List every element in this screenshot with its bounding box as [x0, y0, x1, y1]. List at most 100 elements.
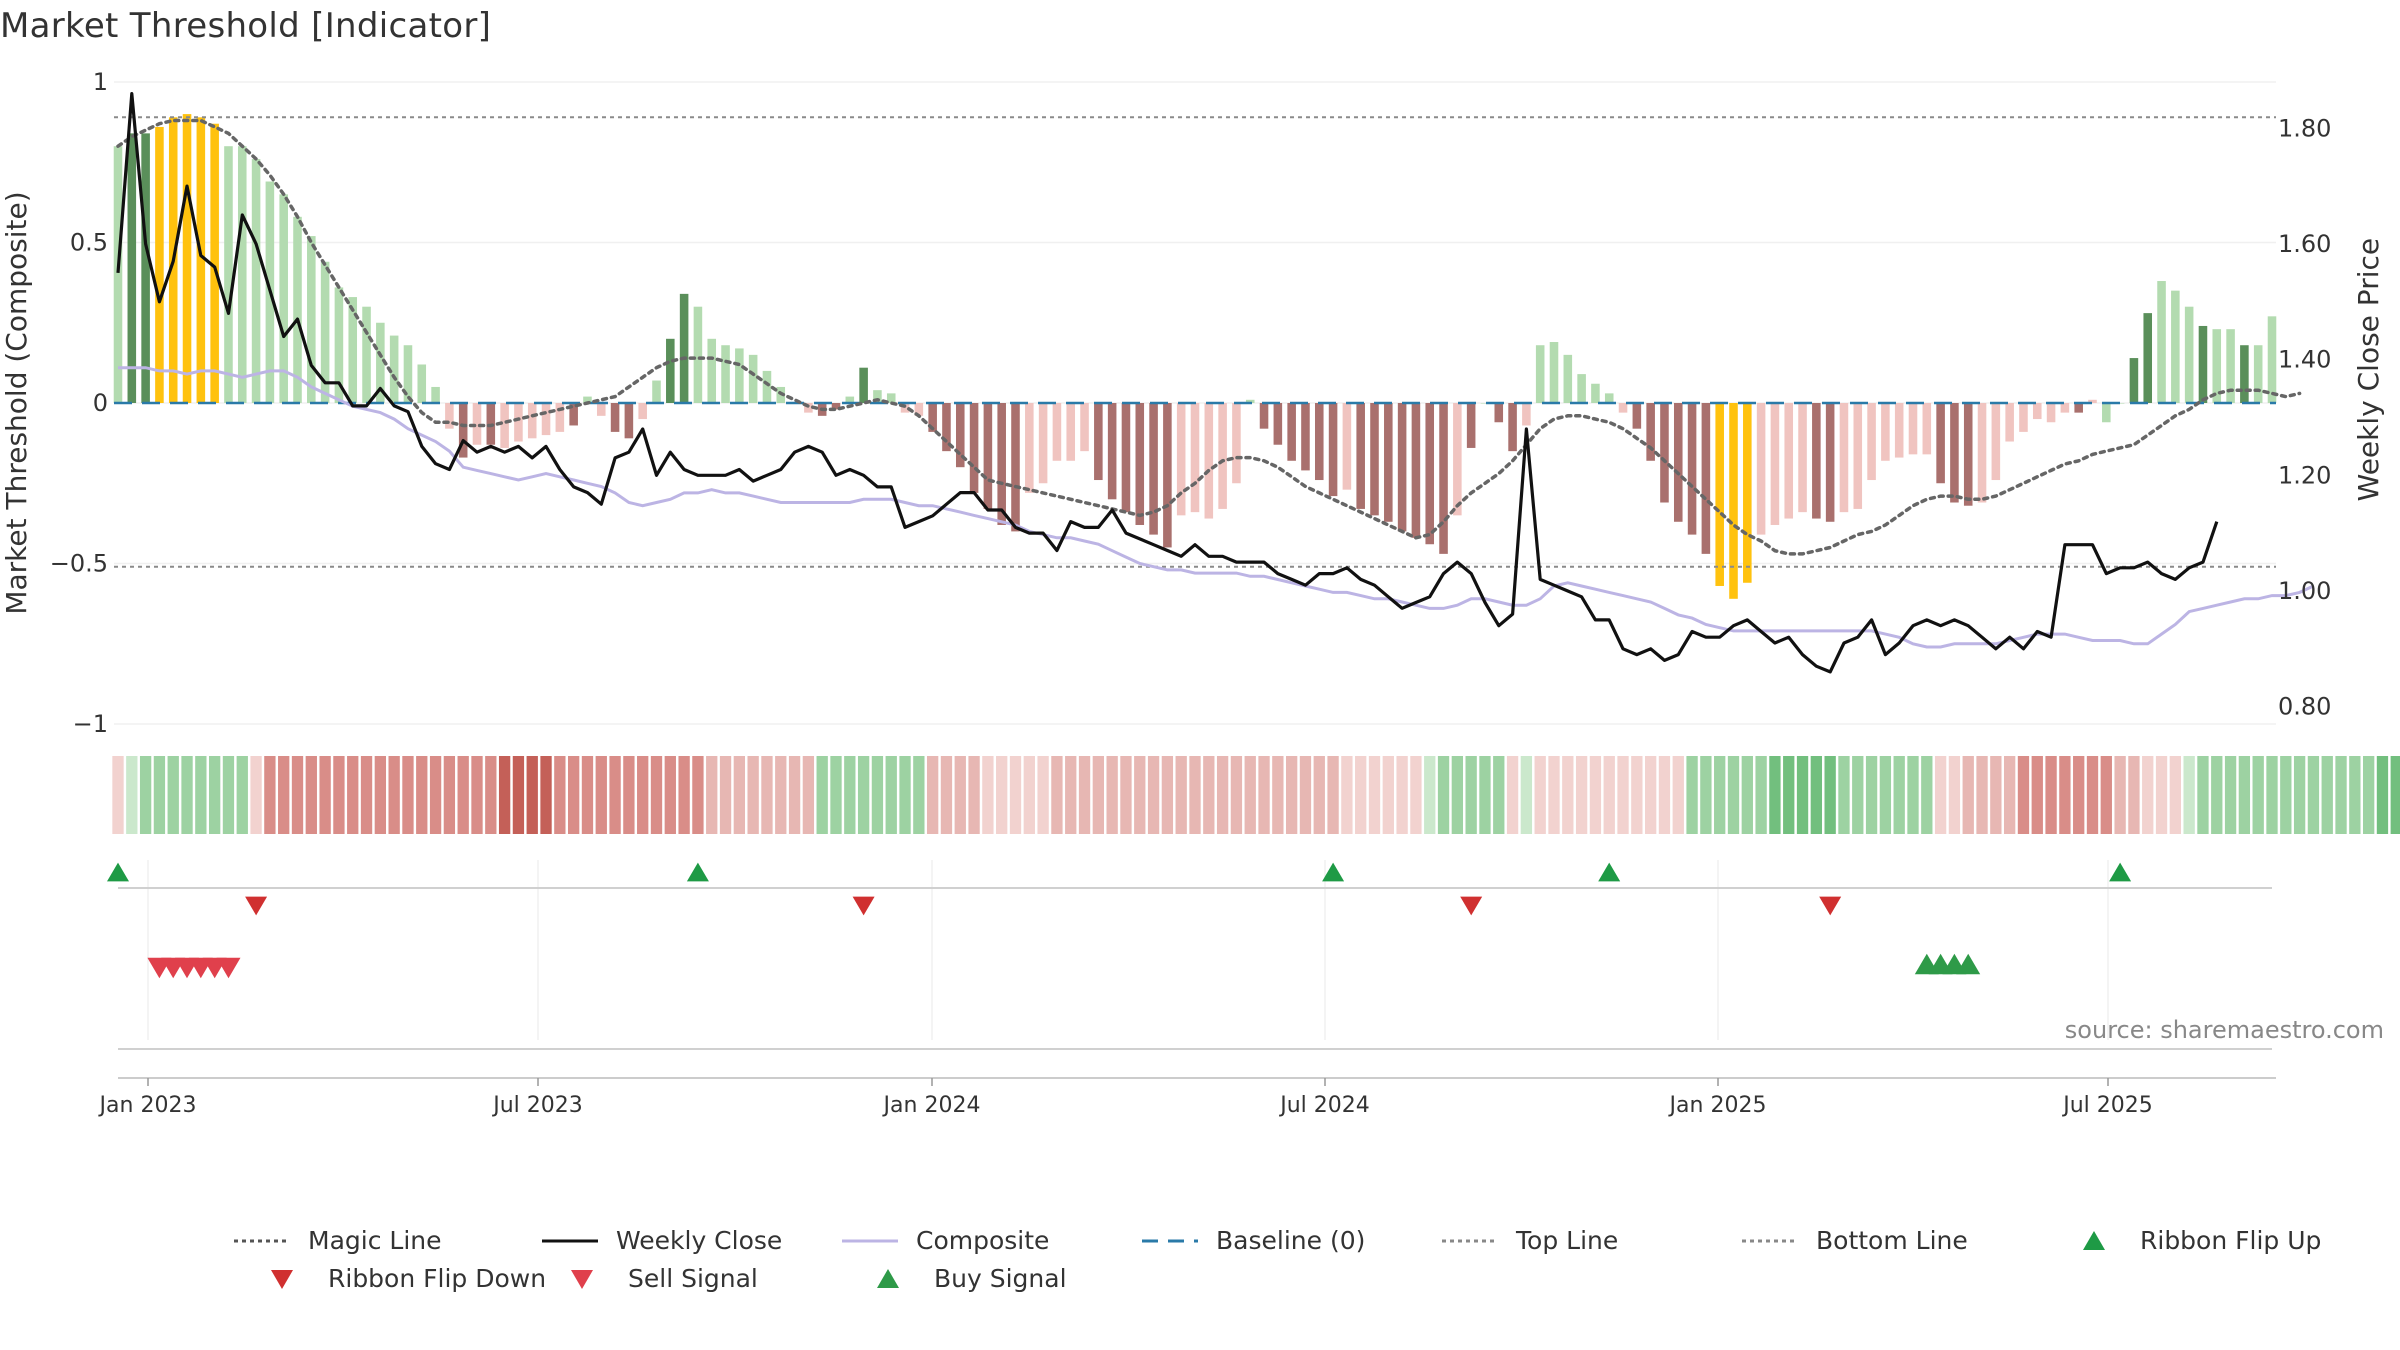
- ribbon-cell: [1382, 756, 1394, 834]
- composite-bar: [2253, 345, 2263, 403]
- legend-item: Ribbon Flip Down: [252, 1264, 546, 1293]
- ribbon-cell: [2031, 756, 2043, 834]
- ribbon-flip-up-marker: [2109, 862, 2132, 882]
- composite-bar: [2088, 399, 2097, 403]
- composite-bar: [1107, 403, 1117, 500]
- composite-bar: [113, 146, 123, 403]
- composite-bar: [721, 345, 730, 403]
- ribbon-cell: [443, 756, 456, 834]
- ribbon-cell: [2362, 756, 2375, 834]
- composite-bar: [1604, 393, 1614, 403]
- buy-signal-marker: [1956, 953, 1981, 975]
- composite-bar: [1356, 403, 1365, 509]
- ribbon-cell: [1755, 756, 1767, 834]
- ribbon-cell: [899, 756, 911, 834]
- ribbon-cell: [1838, 756, 1850, 834]
- ribbon-cell: [1520, 756, 1533, 834]
- composite-bar: [2184, 306, 2194, 403]
- composite-bar: [1342, 403, 1352, 490]
- composite-bar: [831, 403, 841, 410]
- composite-bar: [1922, 403, 1932, 455]
- y2-tick-label: 1.40: [2278, 346, 2331, 374]
- composite-bar: [1480, 403, 1490, 404]
- composite-bar: [500, 403, 509, 448]
- composite-bar: [237, 146, 247, 403]
- y-tick-label: −0.5: [50, 550, 108, 578]
- ribbon-cell: [567, 756, 580, 834]
- legend-item: Weekly Close: [540, 1226, 782, 1255]
- ribbon-cell: [913, 756, 925, 834]
- ribbon-cell: [1644, 756, 1657, 834]
- composite-bar: [679, 293, 689, 403]
- composite-bar: [1259, 403, 1269, 429]
- composite-bar: [1135, 403, 1145, 525]
- composite-bar: [1881, 403, 1890, 461]
- composite-bar: [1743, 403, 1752, 583]
- ribbon-cell: [1493, 756, 1505, 834]
- ribbon-flip-up-marker: [107, 862, 129, 882]
- composite-bar: [1853, 403, 1863, 509]
- composite-bar: [983, 403, 993, 509]
- composite-bar: [969, 403, 979, 493]
- composite-bar: [320, 261, 330, 403]
- ribbon-cell: [1575, 756, 1588, 834]
- ribbon-cell: [402, 756, 414, 834]
- composite-bar: [1025, 403, 1034, 493]
- composite-bar: [141, 133, 150, 404]
- ribbon-cell: [1672, 756, 1684, 834]
- ribbon-cell: [982, 756, 994, 834]
- composite-bar: [1066, 403, 1076, 461]
- ribbon-cell: [816, 756, 828, 834]
- ribbon-cell: [1258, 756, 1270, 834]
- composite-bar: [1245, 399, 1255, 403]
- composite-bar: [1535, 345, 1545, 403]
- composite-bar: [652, 380, 661, 403]
- ribbon-cell: [857, 756, 870, 834]
- y-tick-label: 0: [93, 389, 108, 417]
- ribbon-cell: [471, 756, 483, 834]
- ribbon-cell: [1893, 756, 1905, 834]
- ribbon-cell: [692, 756, 704, 834]
- ribbon-flip-up-marker: [1598, 862, 1621, 882]
- ribbon-cell: [1796, 756, 1809, 834]
- ribbon-cell: [1769, 756, 1781, 834]
- composite-bar: [1784, 403, 1794, 519]
- reference-lines: [114, 116, 2276, 568]
- ribbon-cell: [181, 756, 193, 834]
- ribbon-cell: [830, 756, 842, 834]
- composite-bar: [2171, 290, 2180, 403]
- composite-bar: [127, 133, 137, 404]
- composite-bar: [514, 403, 523, 442]
- ribbon-flip-up-marker: [686, 862, 709, 882]
- ribbon-cell: [1934, 756, 1947, 834]
- ribbon-cell: [871, 756, 884, 834]
- ribbon-cell: [1120, 756, 1132, 834]
- ribbon-cell: [2128, 756, 2140, 834]
- ribbon-cell: [2142, 756, 2154, 834]
- ribbon-cell: [2238, 756, 2251, 834]
- composite-bar: [1384, 403, 1393, 522]
- legend-swatch: [842, 1239, 898, 1242]
- composite-bar: [2046, 403, 2056, 423]
- composite-bar: [1218, 403, 1227, 509]
- legend-swatch: [571, 1269, 593, 1289]
- composite-bar: [666, 338, 675, 403]
- composite-bar: [1149, 403, 1158, 535]
- composite-bar: [886, 393, 896, 403]
- ribbon-cell: [664, 756, 676, 834]
- ribbon-cell: [1244, 756, 1256, 834]
- x-axis: Jan 2023 Jul 2023 Jan 2024 Jul 2024 Jan 2025…: [98, 1077, 2276, 1118]
- ribbon-cell: [940, 756, 953, 834]
- legend-swatch: [1142, 1239, 1198, 1242]
- ribbon-cell: [1437, 756, 1450, 834]
- ribbon-cell: [637, 756, 649, 834]
- ribbon-cell: [1631, 756, 1643, 834]
- x-tick-label: Jul 2023: [491, 1093, 583, 1118]
- legend-item: Baseline (0): [1140, 1226, 1365, 1255]
- legend-label: Weekly Close: [616, 1226, 783, 1255]
- ribbon-cell: [305, 756, 317, 834]
- legend-item: Buy Signal: [858, 1264, 1067, 1293]
- ribbon-cell: [609, 756, 621, 834]
- composite-bar: [2102, 403, 2111, 423]
- y2-tick-label: 1.20: [2278, 461, 2331, 489]
